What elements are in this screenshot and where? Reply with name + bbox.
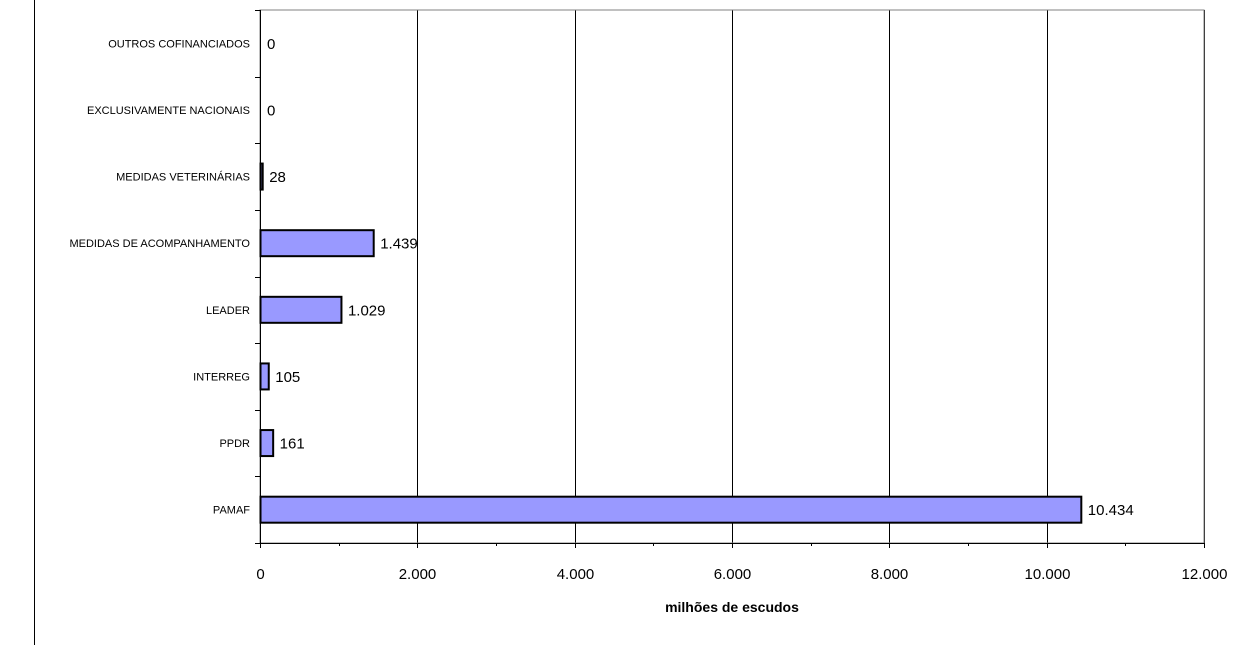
data-label: 105 <box>275 369 300 386</box>
data-label: 1.029 <box>348 302 386 319</box>
x-tick-label: 8.000 <box>871 566 909 583</box>
gridlines <box>417 10 1205 543</box>
data-label: 1.439 <box>380 236 418 253</box>
category-label: LEADER <box>206 305 250 317</box>
data-label: 0 <box>267 102 275 119</box>
category-label: PPDR <box>219 438 250 450</box>
category-labels: PAMAF PPDR INTERREG LEADER MEDIDAS DE ACOMPA… <box>69 38 250 516</box>
category-label: INTERREG <box>193 371 250 383</box>
x-tick-label: 0 <box>256 566 264 583</box>
x-tick-labels: 0 2.000 4.000 6.000 8.000 10.000 12.000 <box>256 566 1227 583</box>
data-labels: 10.434 161 105 1.029 1.439 28 0 0 <box>267 36 1134 519</box>
category-label: MEDIDAS VETERINÁRIAS <box>116 171 250 184</box>
x-tick-label: 12.000 <box>1182 566 1228 583</box>
bars <box>259 162 1083 524</box>
x-tick-label: 4.000 <box>557 566 595 583</box>
x-tick-label: 2.000 <box>399 566 437 583</box>
data-label: 28 <box>269 169 286 186</box>
category-label: OUTROS COFINANCIADOS <box>108 38 250 50</box>
bar <box>259 429 275 458</box>
bar <box>259 229 375 258</box>
x-tick-label: 10.000 <box>1025 566 1071 583</box>
category-label: MEDIDAS DE ACOMPANHAMENTO <box>69 238 250 250</box>
x-axis-title: milhões de escudos <box>665 599 799 615</box>
bar <box>259 495 1083 524</box>
bar <box>259 362 270 391</box>
axes <box>255 10 1205 548</box>
bar <box>259 295 343 324</box>
data-label: 161 <box>280 436 305 453</box>
data-label: 0 <box>267 36 275 53</box>
data-label: 10.434 <box>1088 502 1134 519</box>
category-label: PAMAF <box>213 505 250 517</box>
x-tick-label: 6.000 <box>714 566 752 583</box>
category-label: EXCLUSIVAMENTE NACIONAIS <box>87 105 250 117</box>
